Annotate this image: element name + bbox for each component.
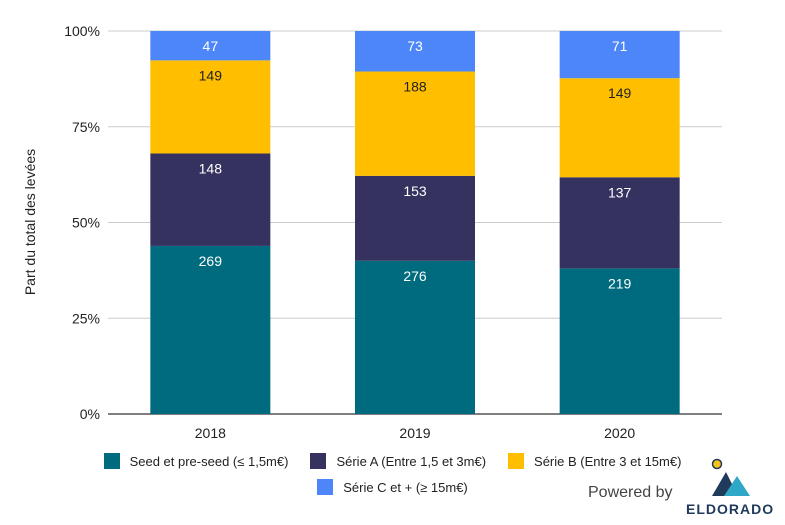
data-label: 149 [608,85,632,101]
powered-by-text: Powered by [588,484,673,501]
legend-label-seed: Seed et pre-seed (≤ 1,5m€) [129,453,289,469]
legend-swatch-serie-a [310,453,327,469]
eldorado-logo-icon [711,458,750,496]
data-label: 148 [199,160,223,176]
bar-segment [150,153,271,246]
legend-row-1: Seed et pre-seed (≤ 1,5m€) Série A (Entr… [0,448,785,474]
legend-swatch-seed [103,453,120,469]
bar-segment [559,31,680,79]
y-axis-label: Part du total des levées [22,149,38,295]
data-label: 137 [608,184,632,200]
legend-item-serie-c: Série C et + (≥ 15m€) [317,479,468,495]
bars: 269 148 149 47 276 153 188 73 219 137 149 71 [150,31,680,414]
legend-swatch-serie-b [508,453,525,469]
bar-segment [559,78,680,178]
x-tick-labels: 2018 2019 2020 [195,425,636,441]
legend: Seed et pre-seed (≤ 1,5m€) Série A (Entr… [0,448,785,500]
legend-label-serie-a: Série A (Entre 1,5 et 3m€) [336,453,487,469]
bar-segment [150,31,271,61]
y-tick-label: 50% [72,215,100,231]
y-tick-label: 25% [72,310,100,326]
data-label: 188 [403,79,427,95]
branding: Powered by ELDORADO [588,458,778,520]
data-label: 71 [612,38,628,54]
legend-label-serie-b: Série B (Entre 3 et 15m€) [534,453,682,469]
y-tick-label: 0% [80,406,100,422]
data-label: 219 [608,275,632,291]
bar-segment [150,60,271,154]
data-label: 149 [199,67,223,83]
y-tick-labels: 0% 25% 50% 75% 100% [64,23,100,422]
legend-swatch-serie-c [317,479,334,495]
bar-segment [150,245,271,414]
brand-name: ELDORADO [686,501,775,517]
legend-item-seed: Seed et pre-seed (≤ 1,5m€) [103,453,289,469]
x-tick-label: 2019 [399,425,430,441]
bar-segment [355,71,475,176]
bar-segment [355,31,475,72]
data-label: 47 [203,38,219,54]
bar-segment [355,260,475,414]
bar-segment [355,175,475,261]
x-tick-label: 2018 [195,425,226,441]
legend-row-2: Série C et + (≥ 15m€) [0,474,785,500]
data-label: 276 [403,268,427,284]
y-tick-label: 100% [64,23,100,39]
data-label: 269 [199,253,223,269]
x-tick-label: 2020 [604,425,635,441]
data-label: 73 [407,38,423,54]
bar-segment [559,177,680,269]
y-tick-label: 75% [72,119,100,135]
legend-item-serie-a: Série A (Entre 1,5 et 3m€) [310,453,486,469]
legend-label-serie-c: Série C et + (≥ 15m€) [343,479,468,495]
stacked-bar-chart: Part du total des levées 0% 25% 50% 75% 100%… [22,23,722,441]
bar-segment [559,268,680,414]
legend-item-serie-b: Série B (Entre 3 et 15m€) [508,453,681,469]
data-label: 153 [403,183,427,199]
